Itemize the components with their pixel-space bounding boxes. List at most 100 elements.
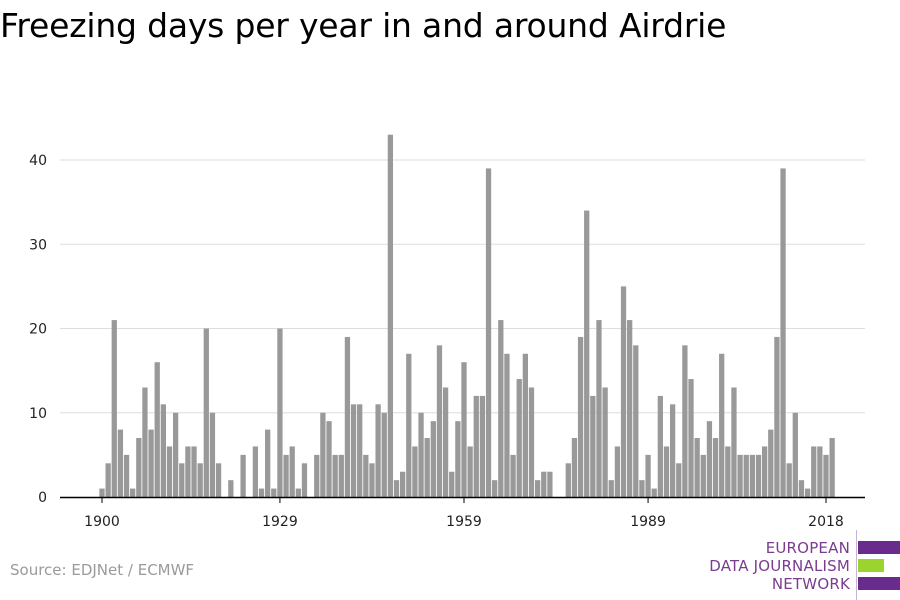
bar-1901 [105,463,111,497]
bar-1980 [590,395,596,497]
bar-2000 [712,438,719,497]
bar-1935 [314,454,320,497]
bar-1945 [375,404,381,497]
bar-1915 [191,446,197,497]
bar-1954 [430,421,436,497]
y-tick-label: 30 [29,237,47,253]
bar-1943 [363,454,369,497]
logo-bar-green [858,559,884,572]
bar-1913 [179,463,185,497]
bar-1987 [633,345,639,497]
bar-1952 [418,412,424,497]
bar-2006 [749,454,756,497]
bar-2002 [725,446,731,497]
x-tick-label: 1959 [446,514,482,530]
bar-1968 [516,379,522,497]
bar-1959 [461,362,467,497]
bar-1957 [449,471,455,497]
bar-1946 [381,412,387,497]
y-tick-label: 0 [38,490,47,506]
bar-1910 [160,404,166,497]
logo-bar-purple-bottom [858,577,900,590]
logo-line-3: NETWORK [771,575,850,593]
bar-2013 [792,412,798,497]
bar-1992 [663,446,670,497]
bar-1951 [412,446,418,497]
bar-1966 [504,353,510,497]
bar-1967 [510,454,516,497]
bar-1905 [130,488,136,497]
bar-1911 [166,446,173,497]
bar-1923 [240,454,246,497]
bar-2001 [719,353,725,497]
bar-1933 [301,463,308,497]
logo-divider [856,530,857,600]
bar-1999 [706,421,713,497]
bar-1926 [258,488,265,497]
bar-1995 [682,345,688,497]
x-tick-label: 1900 [84,514,120,530]
bar-1948 [393,480,400,497]
bar-1912 [172,412,179,497]
bar-1990 [651,488,657,497]
bar-1982 [602,387,608,497]
bar-1955 [436,345,443,497]
bar-1953 [424,438,430,497]
bar-1965 [498,320,504,497]
bar-1909 [154,362,160,497]
bar-1981 [596,320,602,497]
bar-2018 [823,454,829,497]
bar-1925 [252,446,259,497]
bar-1936 [320,412,326,497]
chart-title: Freezing days per year in and around Air… [0,6,727,45]
bar-1940 [344,336,351,497]
bar-1918 [209,412,216,497]
bar-1971 [534,480,541,497]
bar-1937 [326,421,332,497]
logo-line-2: DATA JOURNALISM [709,557,850,575]
bar-2009 [768,429,774,497]
bar-1917 [203,328,209,497]
bar-2005 [743,454,749,497]
bar-1919 [215,463,222,497]
bar-1963 [485,168,492,498]
bars [99,134,835,498]
bar-1904 [123,454,130,497]
bar-1947 [387,134,394,497]
bar-1996 [688,379,694,497]
bar-1908 [148,429,154,497]
bar-1931 [289,446,295,497]
bar-1941 [350,404,357,497]
logo-bar-purple-top [858,541,900,554]
bar-1930 [283,454,289,497]
bar-1949 [400,471,406,497]
bar-2016 [811,446,817,497]
bar-1921 [228,480,234,497]
bar-1914 [185,446,191,497]
bar-1939 [338,454,344,497]
bar-1976 [565,463,571,497]
bar-1958 [455,421,461,497]
bar-1964 [492,480,498,497]
bar-2014 [798,480,805,497]
bar-1969 [522,353,528,497]
edjnet-logo: EUROPEAN DATA JOURNALISM NETWORK [700,530,900,600]
bar-1979 [584,210,590,498]
x-tick-label: 2018 [808,514,844,530]
bar-2007 [755,454,762,497]
bar-1950 [406,353,412,497]
bar-1985 [620,286,627,497]
bar-1932 [295,488,301,497]
x-tick-label: 1929 [262,514,298,530]
bar-1903 [117,429,124,497]
bar-1961 [473,395,479,497]
bar-2012 [786,463,792,497]
bar-1970 [528,387,535,497]
bar-1978 [577,336,584,497]
bar-2017 [817,446,823,497]
y-tick-label: 10 [29,406,47,422]
bar-1998 [700,454,706,497]
x-tick-label: 1989 [630,514,666,530]
bar-2010 [774,336,780,497]
